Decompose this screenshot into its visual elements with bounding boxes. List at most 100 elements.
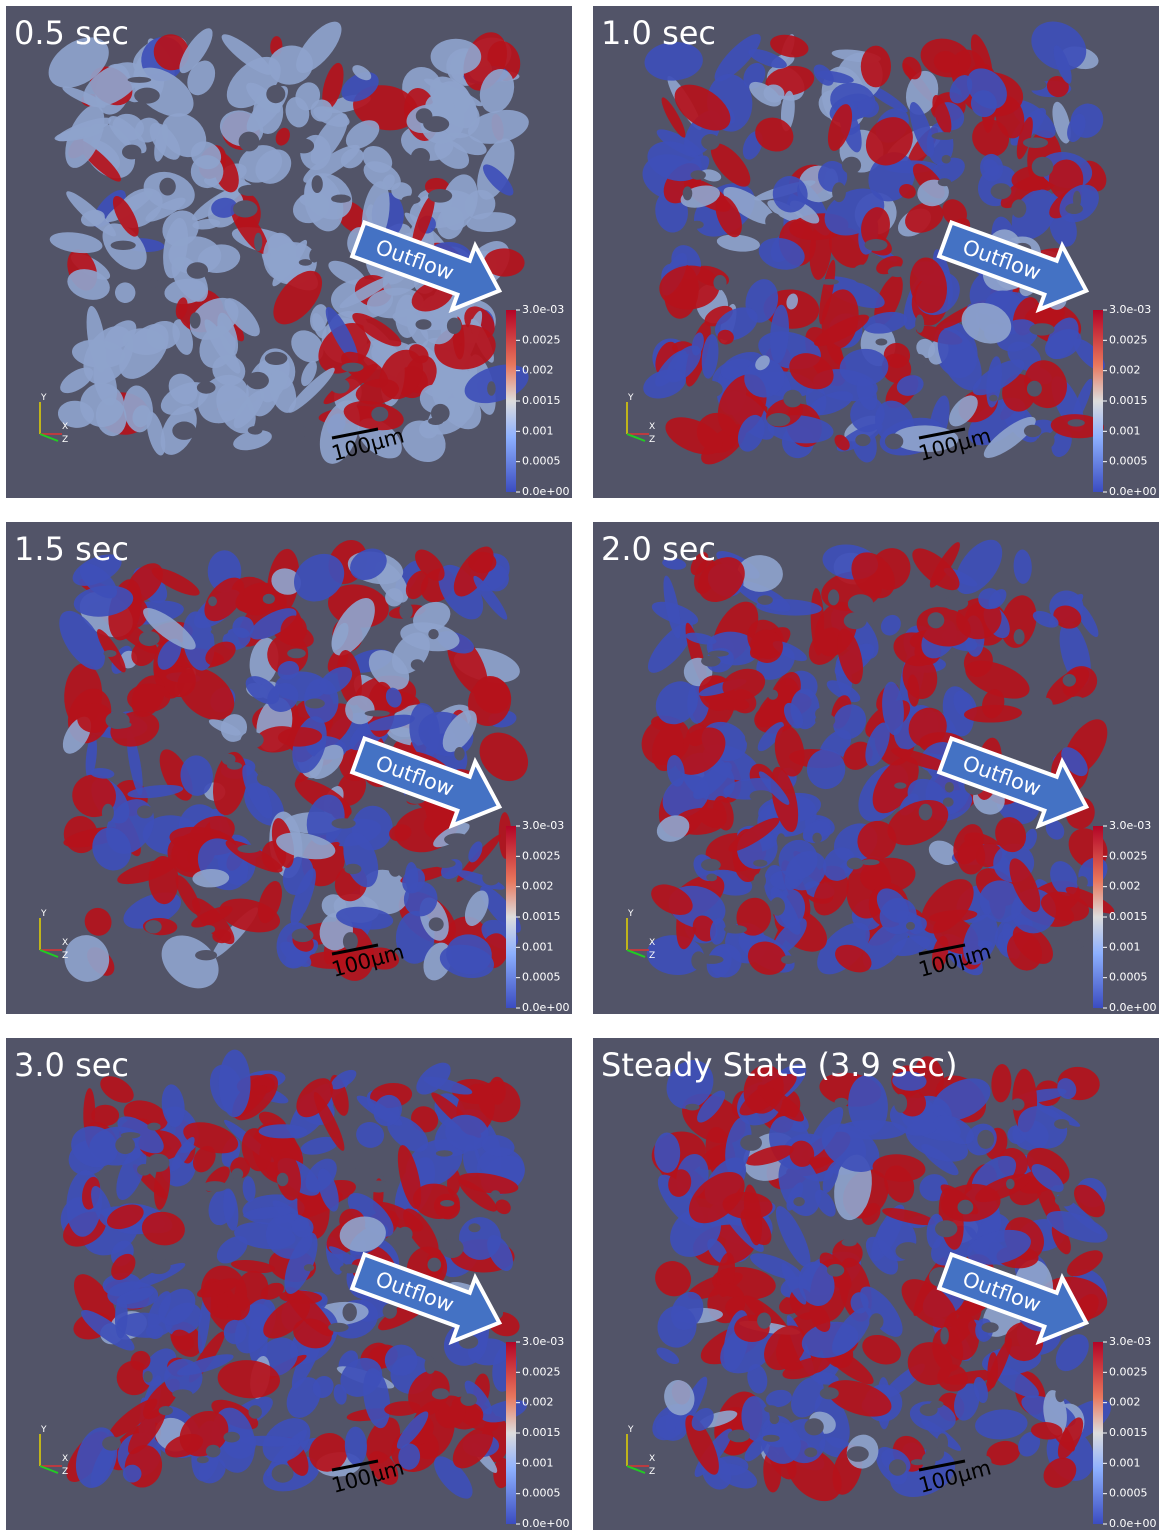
- pore: [299, 259, 312, 266]
- z-axis-label: Z: [62, 1467, 68, 1477]
- pore: [706, 874, 717, 882]
- pore: [958, 1200, 974, 1215]
- pore: [1024, 425, 1041, 437]
- pore: [701, 134, 720, 150]
- pore: [894, 782, 906, 788]
- x-axis-label: X: [62, 422, 68, 432]
- colorbar: [1093, 310, 1103, 492]
- pore: [190, 312, 201, 328]
- pore: [724, 925, 747, 934]
- pore: [1023, 137, 1048, 148]
- pore: [382, 1176, 395, 1182]
- x-axis-label: X: [649, 422, 655, 432]
- pore: [332, 818, 356, 828]
- pore: [982, 1322, 999, 1333]
- pore: [341, 363, 363, 372]
- pore: [820, 279, 839, 285]
- pore: [343, 1303, 357, 1321]
- pore: [991, 183, 1012, 199]
- pore: [745, 732, 757, 744]
- colorbar-tick-label: 0.0015: [1109, 394, 1148, 407]
- pore: [303, 910, 325, 922]
- colorbar-tick-label: 3.0e-03: [522, 1335, 564, 1348]
- pore: [231, 1168, 243, 1180]
- pore: [1038, 432, 1054, 448]
- colorbar-tick-label: 0.001: [522, 940, 554, 953]
- pore: [1068, 419, 1085, 426]
- pore: [943, 797, 954, 806]
- pore: [292, 929, 314, 943]
- colorbar-tick-label: 3.0e-03: [522, 819, 564, 832]
- pore: [287, 649, 306, 659]
- pore: [876, 339, 888, 346]
- pore: [944, 596, 969, 610]
- pore: [750, 790, 773, 802]
- pore: [1032, 157, 1054, 177]
- pore: [691, 170, 706, 180]
- pore: [138, 942, 155, 954]
- colorbar-tick-label: 0.002: [522, 880, 554, 893]
- colorbar-tick-label: 0.0e+00: [1109, 1001, 1156, 1014]
- pore: [366, 1181, 391, 1193]
- pore: [211, 628, 228, 635]
- pore: [159, 178, 175, 196]
- pore: [330, 378, 350, 393]
- pore: [1077, 876, 1088, 888]
- pore: [147, 1258, 171, 1274]
- pore: [1069, 696, 1084, 708]
- pore: [416, 319, 432, 329]
- pore: [365, 710, 390, 716]
- pore: [224, 1432, 240, 1443]
- colorbar-tick-label: 0.0005: [522, 1487, 561, 1500]
- pore: [172, 422, 196, 440]
- pore: [454, 747, 464, 760]
- pore: [254, 233, 262, 251]
- structure-patch: [431, 39, 482, 75]
- pore: [440, 1238, 463, 1258]
- pore: [928, 612, 945, 628]
- pore: [444, 833, 470, 845]
- colorbar-tick-label: 0.0025: [522, 333, 561, 346]
- pore: [848, 594, 874, 613]
- pore: [937, 1433, 948, 1452]
- pore: [945, 782, 954, 793]
- pore: [147, 1123, 160, 1131]
- pore: [793, 1197, 804, 1206]
- pore: [768, 690, 779, 700]
- pore: [940, 1327, 949, 1344]
- colorbar-tick-label: 0.002: [522, 1396, 554, 1409]
- pore: [770, 897, 785, 915]
- colorbar-tick-label: 0.002: [522, 364, 554, 377]
- pore: [137, 805, 153, 818]
- colorbar-tick-label: 0.0025: [1109, 849, 1148, 862]
- pore: [757, 1313, 771, 1329]
- pore: [754, 873, 766, 888]
- colorbar: [506, 826, 516, 1008]
- z-axis-label: Z: [649, 435, 655, 445]
- colorbar-tick-label: 0.002: [1109, 1396, 1141, 1409]
- pore: [713, 275, 726, 290]
- pore: [691, 951, 706, 970]
- colorbar-tick-label: 0.0005: [522, 455, 561, 468]
- pore: [1063, 674, 1076, 687]
- pore: [482, 870, 500, 886]
- x-axis-label: X: [649, 1454, 655, 1464]
- colorbar-tick-label: 0.0015: [522, 1426, 561, 1439]
- pore: [434, 1223, 460, 1231]
- pore: [312, 175, 323, 193]
- pore: [932, 132, 958, 140]
- pore: [460, 1394, 477, 1406]
- pore: [691, 221, 704, 229]
- pore: [920, 1404, 938, 1416]
- pore: [203, 1181, 228, 1192]
- pore: [434, 859, 456, 868]
- colorbar-tick-label: 0.0e+00: [522, 1001, 569, 1014]
- pore: [102, 1436, 121, 1450]
- pore: [938, 178, 951, 186]
- pore: [104, 650, 117, 657]
- colorbar-tick-label: 0.001: [1109, 940, 1141, 953]
- colorbar-tick-label: 0.0e+00: [522, 485, 569, 498]
- figure: 0.5 secOutflow100µmYXZ3.0e-030.00250.002…: [0, 0, 1159, 1530]
- pore: [855, 434, 870, 446]
- pore: [331, 195, 351, 203]
